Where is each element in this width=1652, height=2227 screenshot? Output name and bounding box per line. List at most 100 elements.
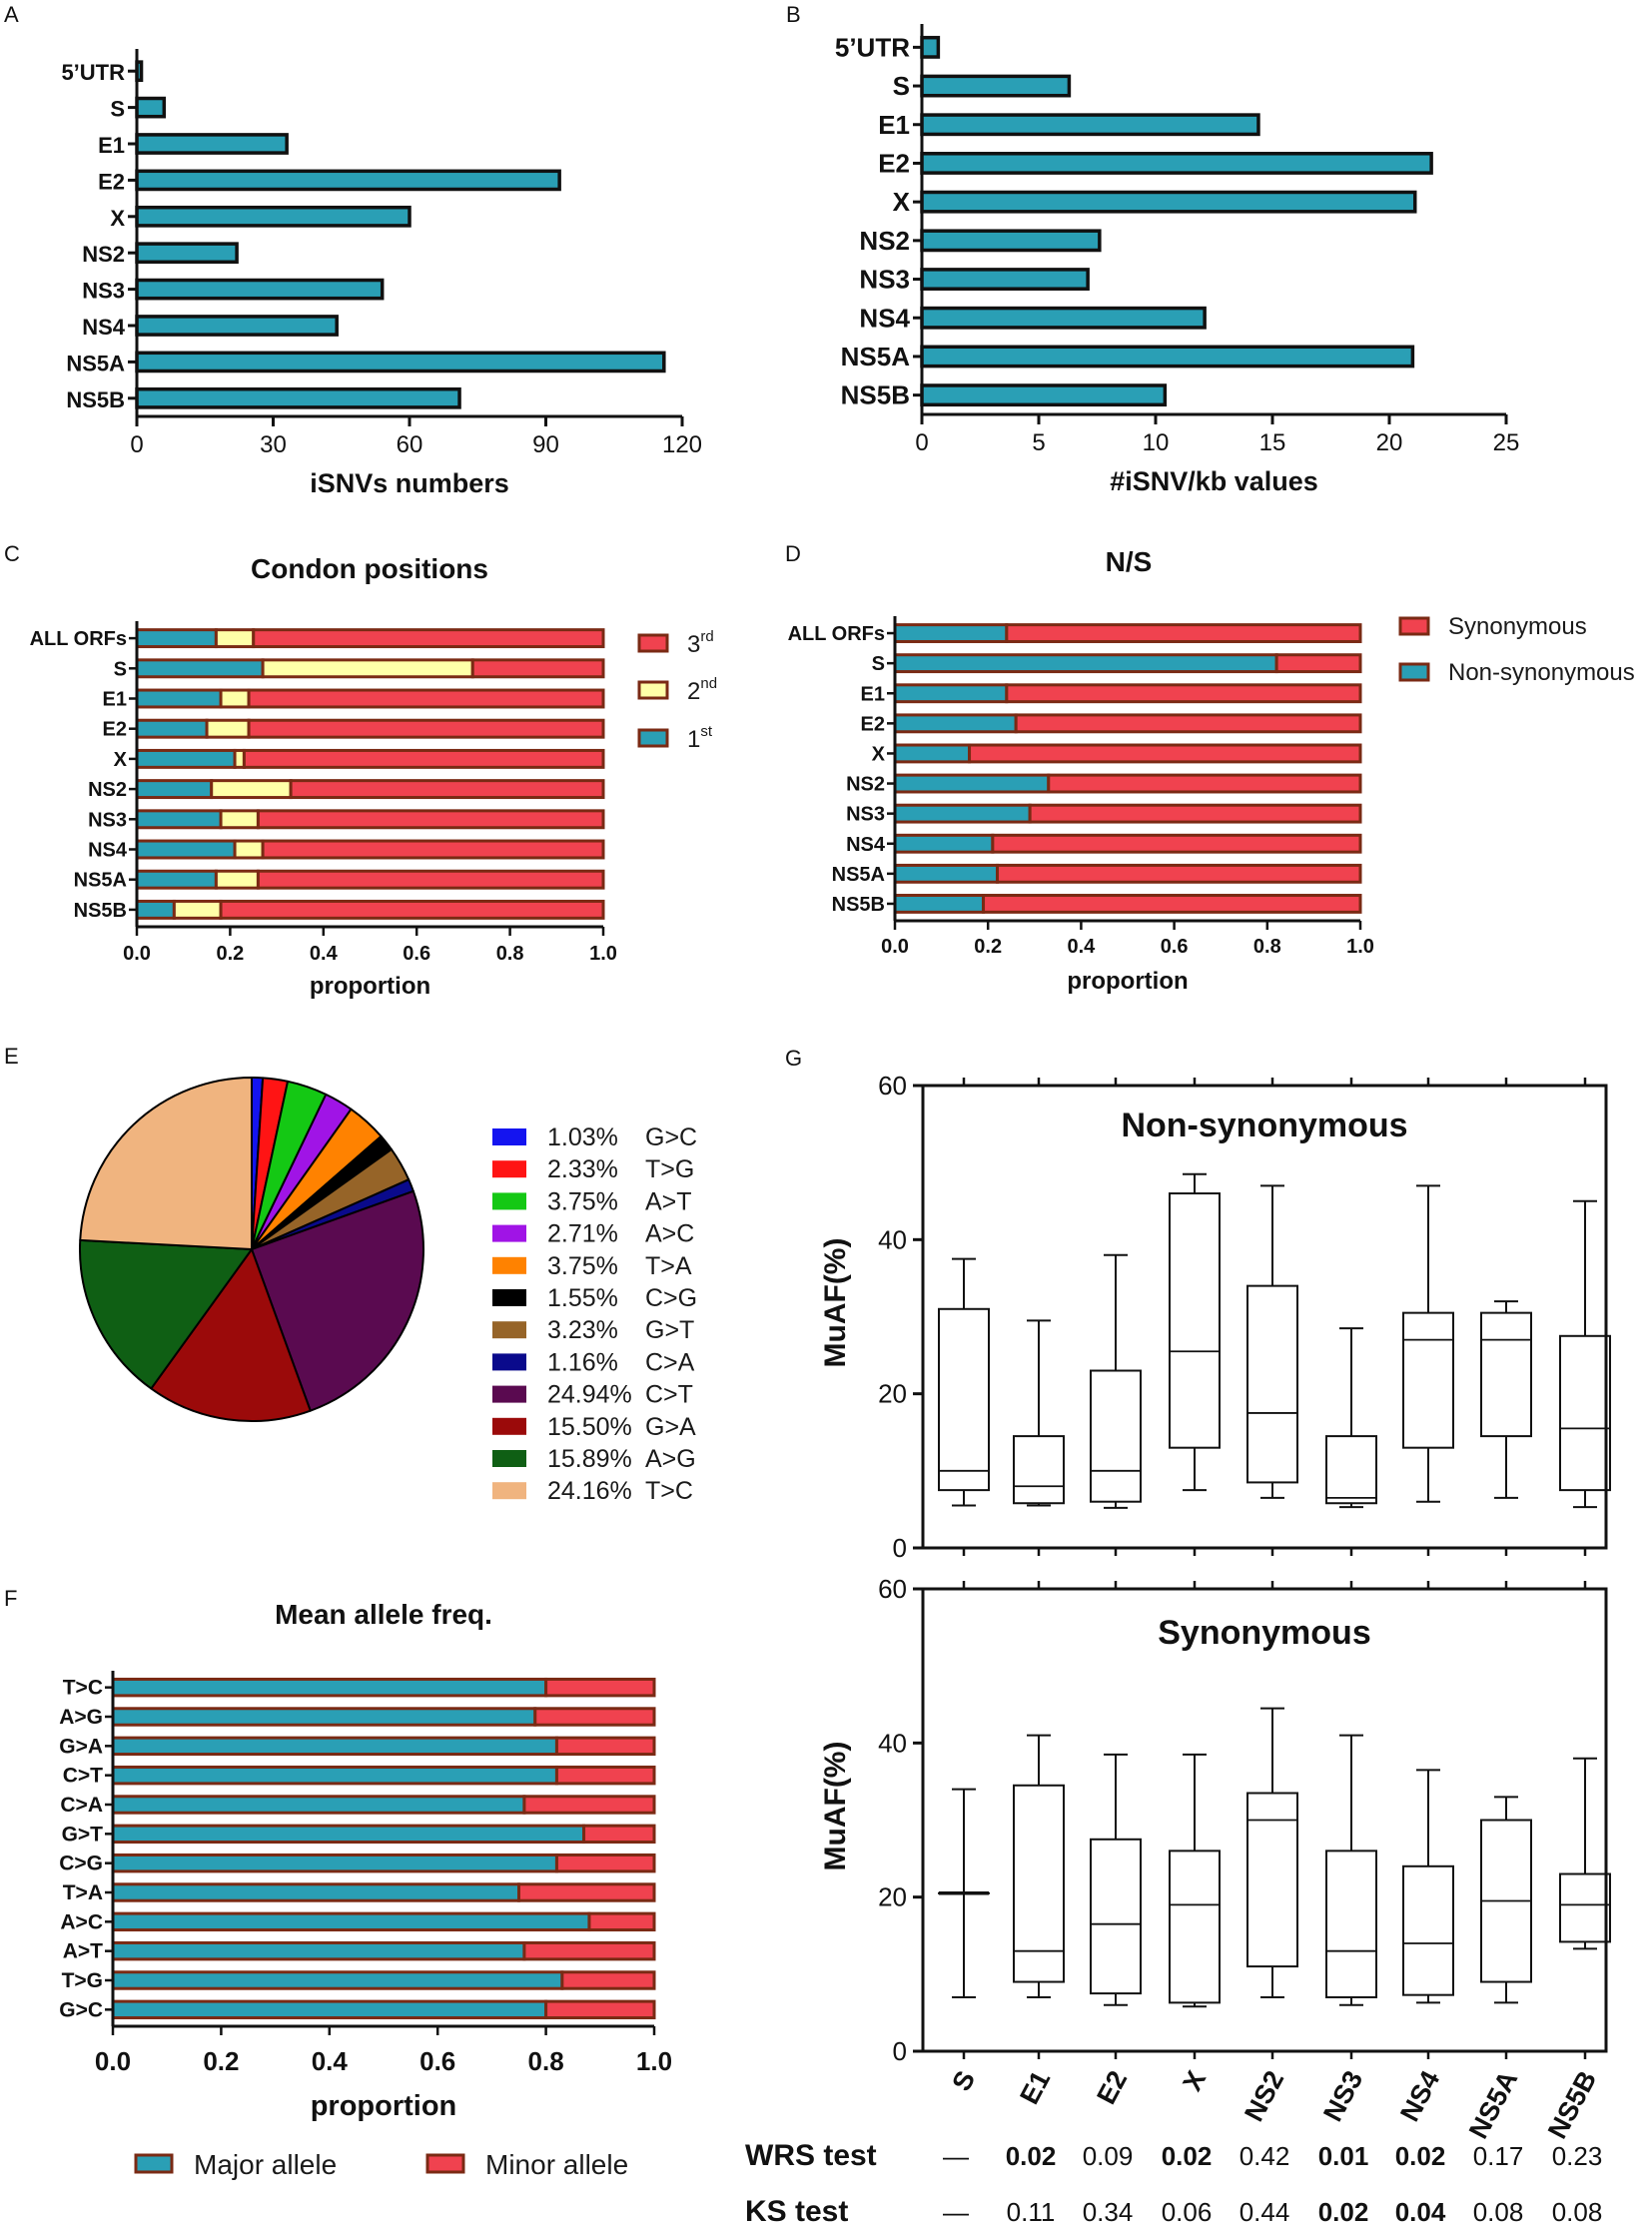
y-tick-label: NS3: [82, 279, 125, 304]
y-tick-label: C>A: [60, 1794, 103, 1817]
segment-3rd-ns4: [261, 839, 605, 860]
segment-major-allele-cg: [111, 1853, 558, 1873]
segment-3rd-ns5b: [219, 899, 605, 920]
box-x: [1169, 1192, 1221, 1449]
legend-swatch-synonymous: [1398, 616, 1430, 636]
segment-3rd-s: [470, 658, 605, 679]
y-tick-label: 5’UTR: [61, 60, 125, 85]
segment-minor-allele-ta: [517, 1882, 656, 1902]
y-tick-label: A>G: [59, 1706, 103, 1729]
bar-x: [135, 205, 412, 228]
legend-swatch-2nd: [637, 680, 669, 700]
bar-ns2: [920, 229, 1102, 253]
pie-legend-percent: 15.89%: [547, 1445, 632, 1473]
box-e2: [1090, 1838, 1142, 1995]
pie-legend-name: A>G: [645, 1445, 696, 1473]
y-tick-label: S: [872, 653, 885, 675]
y-tick-label: NS2: [82, 242, 125, 267]
bar-ns5a: [135, 351, 666, 373]
y-tick-label: NS4: [82, 315, 126, 340]
test-value: 0.02: [1395, 2141, 1446, 2171]
test-value: 0.44: [1239, 2197, 1290, 2227]
segment-1st-ns3: [135, 809, 223, 830]
x-tick-label: 15: [1259, 429, 1286, 456]
y-tick-label: E2: [98, 169, 125, 194]
segment-major-allele-tg: [111, 1970, 564, 1990]
segment-2nd-e1: [219, 688, 251, 709]
pie-legend-swatch: [492, 1450, 526, 1467]
x-tick-label: 1.0: [589, 943, 617, 965]
legend-label-base: 2: [687, 678, 700, 705]
x-axis-label: proportion: [310, 973, 430, 1000]
x-tick-label: 90: [532, 431, 559, 458]
segment-synonymous-ns5b: [982, 894, 1362, 914]
box-ns5a: [1480, 1311, 1532, 1438]
pie-legend-name: T>A: [645, 1252, 692, 1280]
y-tick-label: 20: [878, 1379, 907, 1409]
pie-legend-name: C>T: [645, 1381, 693, 1409]
test-value: 0.02: [1006, 2141, 1057, 2171]
x-category-label: S: [946, 2066, 981, 2096]
test-value: 0.01: [1318, 2141, 1369, 2171]
y-tick-label: NS2: [846, 774, 885, 796]
y-tick-label: NS5A: [74, 870, 127, 892]
y-tick-label: NS3: [859, 265, 910, 295]
bar-s: [135, 96, 167, 119]
pie-legend-swatch: [492, 1482, 526, 1500]
y-axis-label: MuAF(%): [819, 1742, 852, 1871]
box-ns2: [1246, 1792, 1298, 1968]
segment-major-allele-ca: [111, 1795, 526, 1815]
bar-5utr: [920, 35, 941, 59]
pie-legend-swatch: [492, 1160, 526, 1178]
legend-label-minor-allele: Minor allele: [485, 2149, 628, 2180]
x-tick-label: 0.6: [1161, 936, 1189, 958]
pie-legend-swatch: [492, 1289, 526, 1306]
segment-1st-ns5b: [135, 899, 176, 920]
y-tick-label: 40: [878, 1224, 907, 1254]
y-tick-label: X: [114, 749, 128, 771]
x-category-label: X: [1177, 2066, 1212, 2096]
segment-non-synonymous-e2: [893, 713, 1018, 734]
test-value: 0.09: [1083, 2141, 1134, 2171]
x-tick-label: 0.0: [881, 936, 909, 958]
pie-legend-name: C>A: [645, 1348, 695, 1376]
legend-label-1st: 1st: [687, 723, 713, 753]
box-panel-title: Non-synonymous: [1121, 1107, 1407, 1144]
y-tick-label: X: [872, 743, 886, 765]
y-tick-label: ALL ORFs: [788, 623, 885, 645]
panel-label-d: D: [785, 541, 801, 566]
y-tick-label: S: [114, 658, 127, 680]
segment-major-allele-ct: [111, 1765, 558, 1786]
segment-minor-allele-ag: [533, 1707, 656, 1727]
pie-legend-percent: 3.75%: [547, 1187, 618, 1215]
bar-ns4: [920, 306, 1207, 330]
bar-e2: [135, 169, 561, 192]
x-tick-label: 1.0: [636, 2046, 672, 2076]
bar-e1: [920, 113, 1260, 137]
pie-legend-name: G>C: [645, 1123, 697, 1151]
x-tick-label: 60: [397, 431, 423, 458]
pie-legend-name: G>T: [645, 1316, 694, 1344]
pie-legend-percent: 3.75%: [547, 1252, 618, 1280]
x-tick-label: 0.4: [310, 943, 339, 965]
box-ns4: [1402, 1311, 1454, 1449]
x-tick-label: 0: [130, 431, 143, 458]
y-tick-label: G>T: [62, 1823, 104, 1846]
pie-legend-name: A>T: [645, 1187, 692, 1215]
y-tick-label: 20: [878, 1882, 907, 1912]
segment-synonymous-x: [968, 743, 1362, 764]
bar-s: [920, 74, 1072, 98]
bar-ns5a: [920, 345, 1415, 369]
y-tick-label: NS5B: [832, 894, 885, 916]
pie-slice-c-to-t: [251, 1189, 424, 1412]
x-category-label: NS2: [1239, 2066, 1289, 2126]
pie-legend-swatch: [492, 1256, 526, 1274]
panel-label-b: B: [786, 2, 801, 27]
y-tick-label: 5’UTR: [835, 32, 910, 62]
y-tick-label: NS5B: [74, 900, 127, 922]
pie-slice-g-to-a: [150, 1248, 312, 1422]
legend-swatch-non-synonymous: [1398, 662, 1430, 682]
x-axis-label: #iSNV/kb values: [1110, 466, 1318, 496]
x-category-label: NS5B: [1542, 2066, 1602, 2144]
